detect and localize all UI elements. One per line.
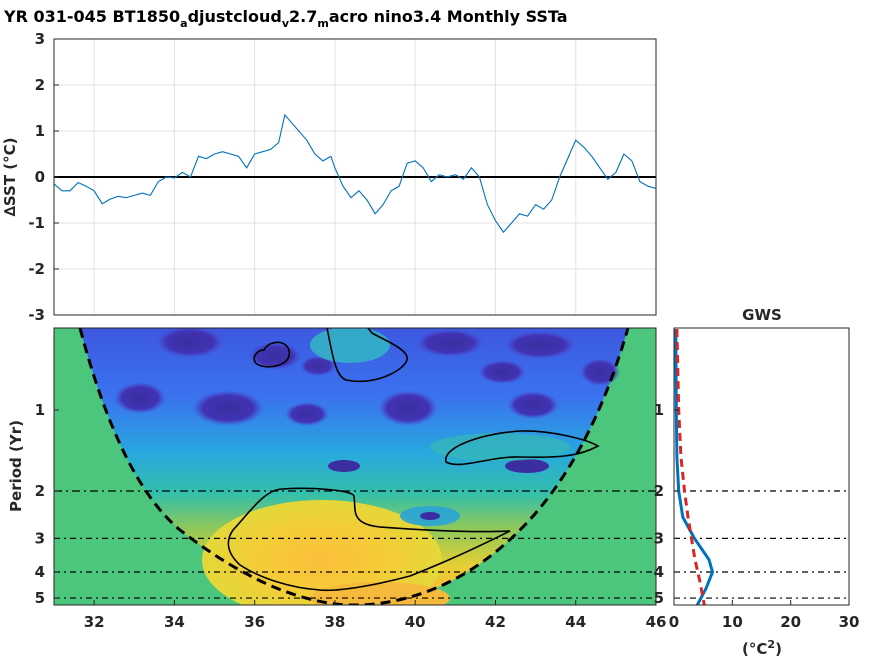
cone-of-influence <box>78 328 630 605</box>
x-tick-label: 42 <box>485 613 506 631</box>
y-tick-label: 1 <box>35 401 45 419</box>
sst-anomaly-line <box>54 113 656 234</box>
timeseries-y-label: ∆SST (°C) <box>1 137 19 216</box>
y-tick-label: -2 <box>28 260 45 278</box>
x-tick-label: 20 <box>780 613 801 631</box>
y-tick-label: 2 <box>35 482 45 500</box>
y-tick-label: -1 <box>28 214 45 232</box>
x-tick-label: 32 <box>84 613 105 631</box>
y-tick-label: 2 <box>35 76 45 94</box>
x-tick-label: 10 <box>722 613 743 631</box>
significance-contours <box>227 328 600 592</box>
y-tick-label: 4 <box>654 563 664 581</box>
wavelet-power-field <box>80 328 628 605</box>
y-tick-label: 2 <box>654 482 664 500</box>
x-tick-label: 36 <box>244 613 265 631</box>
gws-title: GWS <box>742 306 782 324</box>
gws-axis-ticks: 0 10 20 30 1 2 3 4 5 <box>654 401 860 631</box>
gws-significance-line <box>675 328 706 606</box>
timeseries-y-ticks: -3 -2 -1 0 1 2 3 <box>28 30 59 324</box>
gws-reference-periods <box>674 490 849 599</box>
y-tick-label: 4 <box>35 563 45 581</box>
y-tick-label: 5 <box>654 589 664 607</box>
wavelet-reference-periods <box>54 490 656 599</box>
y-tick-label: 0 <box>35 168 45 186</box>
y-tick-label: 3 <box>654 529 664 547</box>
timeseries-panel: -3 -2 -1 0 1 2 3 ∆SST (°C) <box>1 30 657 324</box>
x-tick-label: 38 <box>324 613 345 631</box>
y-tick-label: 5 <box>35 589 45 607</box>
y-tick-label: 1 <box>654 401 664 419</box>
x-tick-label: 34 <box>164 613 185 631</box>
chart-title: YR 031-045 BT1850adjustcloudv2.7macro ni… <box>3 7 568 30</box>
x-tick-label: 40 <box>405 613 426 631</box>
y-tick-label: 3 <box>35 30 45 48</box>
x-tick-label: 46 <box>646 613 667 631</box>
x-tick-label: 30 <box>839 613 860 631</box>
y-tick-label: 3 <box>35 529 45 547</box>
gws-x-label: (°C2) <box>742 638 782 656</box>
y-tick-label: 1 <box>35 122 45 140</box>
wavelet-y-label: Period (Yr) <box>7 420 25 512</box>
y-tick-label: -3 <box>28 306 45 324</box>
x-tick-label: 0 <box>669 613 679 631</box>
x-tick-label: 44 <box>565 613 586 631</box>
gws-panel: GWS 0 10 20 30 1 2 3 4 5 (°C2) <box>654 306 860 656</box>
